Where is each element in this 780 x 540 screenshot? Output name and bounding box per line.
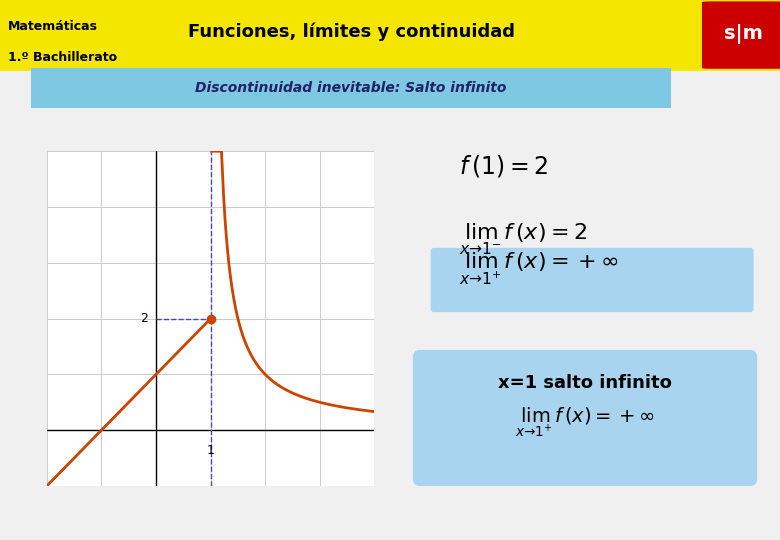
FancyBboxPatch shape — [431, 248, 753, 312]
FancyBboxPatch shape — [413, 350, 757, 486]
Text: 1: 1 — [207, 444, 215, 457]
FancyBboxPatch shape — [0, 0, 780, 71]
Text: x=1 salto infinito: x=1 salto infinito — [498, 375, 672, 393]
Text: $\lim_{x \to 1^+} f\,(x) = +\infty$: $\lim_{x \to 1^+} f\,(x) = +\infty$ — [459, 251, 619, 287]
FancyBboxPatch shape — [0, 65, 703, 110]
Text: 2: 2 — [140, 312, 148, 325]
FancyBboxPatch shape — [702, 2, 780, 69]
Text: 1.º Bachillerato: 1.º Bachillerato — [8, 51, 117, 64]
Text: $f\,(1) = 2$: $f\,(1) = 2$ — [459, 153, 548, 179]
Text: $\lim_{x \to 1^+} f\,(x) = +\infty$: $\lim_{x \to 1^+} f\,(x) = +\infty$ — [515, 405, 655, 438]
Text: s|m: s|m — [724, 24, 763, 44]
Text: Discontinuidad inevitable: Salto infinito: Discontinuidad inevitable: Salto infinit… — [195, 81, 507, 94]
Text: $\lim_{x \to 1^-} f\,(x) = 2$: $\lim_{x \to 1^-} f\,(x) = 2$ — [459, 221, 587, 256]
Text: Matemáticas: Matemáticas — [8, 19, 98, 32]
Text: Funciones, límites y continuidad: Funciones, límites y continuidad — [187, 22, 515, 41]
